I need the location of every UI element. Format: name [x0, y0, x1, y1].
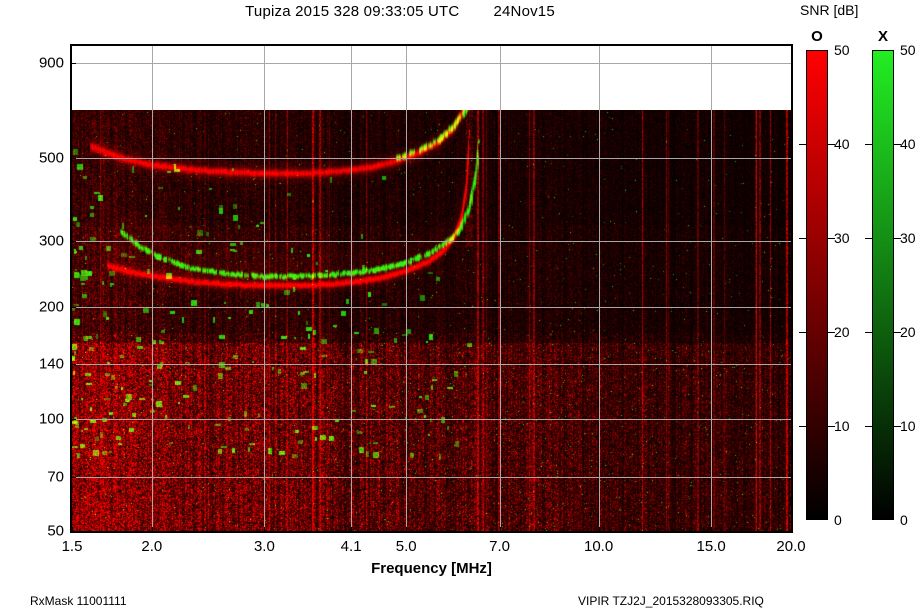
colorbar-x-tickmark-r-30: [894, 238, 901, 239]
x-tick-label-3: 3.0: [253, 538, 275, 555]
rxmask-label: RxMask 11001111: [30, 594, 127, 608]
x-tick-label-20: 20.0: [776, 538, 806, 555]
tick-freq-1.5: [72, 527, 73, 531]
x-tick-label-1.5: 1.5: [61, 538, 83, 555]
colorbar-o-tick-label-10: 10: [834, 418, 850, 434]
colorbar-x-tickmark-r-40: [894, 144, 901, 145]
tick-range-70: [72, 477, 76, 478]
title-date: 24Nov15: [493, 2, 555, 20]
tick-freq-2: [152, 527, 153, 531]
colorbar-x-tickmark-r-20: [894, 332, 901, 333]
colorbar-x-tick-label-30: 30: [900, 230, 916, 246]
tick-range-300: [72, 241, 76, 242]
y-tick-label-70: 70: [47, 468, 64, 486]
colorbar-o-tick-label-30: 30: [834, 230, 850, 246]
tick-freq-10: [599, 527, 600, 531]
colorbar-x-head: X: [877, 28, 888, 45]
colorbar-o-gradient: [806, 50, 828, 520]
plot-title: Tupiza 2015 328 09:33:05 UTC 24Nov15: [0, 0, 800, 22]
y-tick-label-900: 900: [38, 54, 64, 72]
colorbar-o-head: O: [811, 28, 823, 45]
colorbar-x-tickmark-10: [865, 426, 872, 427]
x-tick-label-7: 7.0: [489, 538, 511, 555]
title-text: Tupiza 2015 328 09:33:05 UTC: [245, 2, 460, 20]
colorbar-o-tickmark-r-40: [828, 144, 835, 145]
colorbar-o-tick-label-40: 40: [834, 136, 850, 152]
tick-range-200: [72, 307, 76, 308]
x-tick-label-5: 5.0: [395, 538, 417, 555]
tick-freq-15: [711, 527, 712, 531]
x-tick-label-10: 10.0: [583, 538, 614, 555]
x-tick-label-2: 2.0: [141, 538, 163, 555]
colorbar-x-tickmark-r-10: [894, 426, 901, 427]
source-file-label: VIPIR TZJ2J_2015328093305.RIQ: [578, 594, 764, 608]
y-tick-label-300: 300: [38, 232, 64, 250]
colorbar-x-tickmark-30: [865, 238, 872, 239]
colorbar-o-tick-label-20: 20: [834, 324, 850, 340]
tick-range-500: [72, 158, 76, 159]
y-tick-label-200: 200: [38, 298, 64, 316]
y-tick-label-500: 500: [38, 149, 64, 167]
colorbar-o-tickmark-r-30: [828, 238, 835, 239]
tick-range-140: [72, 364, 76, 365]
colorbar-o-tick-label-50: 50: [834, 42, 850, 58]
tick-freq-4.1: [351, 527, 352, 531]
colorbar-x-tick-label-0: 0: [900, 512, 908, 528]
colorbar-o-tick-label-0: 0: [834, 512, 842, 528]
y-axis-ticks: 50 70 100 140 200 300 500 900: [0, 0, 64, 614]
colorbar-x-tick-label-20: 20: [900, 324, 916, 340]
colorbar-x-gradient: [872, 50, 894, 520]
colorbar-o-tickmark-20: [799, 332, 806, 333]
colorbar-o-tickmark-10: [799, 426, 806, 427]
x-tick-label-15: 15.0: [696, 538, 726, 555]
colorbar-o-tickmark-40: [799, 144, 806, 145]
x-axis-label: Frequency [MHz]: [371, 560, 492, 577]
tick-freq-7: [500, 527, 501, 531]
gridline-range-900: [72, 63, 791, 64]
colorbar-x-tick-label-40: 40: [900, 136, 916, 152]
x-tick-label-4.1: 4.1: [340, 538, 362, 555]
ionogram-canvas: [72, 110, 791, 531]
y-tick-label-140: 140: [38, 355, 64, 373]
plot-inner: [72, 46, 791, 531]
colorbar-o-tickmark-r-10: [828, 426, 835, 427]
y-tick-label-100: 100: [38, 410, 64, 428]
colorbar-x-tick-label-50: 50: [900, 42, 916, 58]
colorbar-title: SNR [dB]: [800, 2, 859, 18]
colorbar-x-tickmark-20: [865, 332, 872, 333]
ionogram-plot-area[interactable]: [70, 44, 793, 533]
tick-range-100: [72, 419, 76, 420]
tick-freq-5: [406, 527, 407, 531]
colorbar-o-tickmark-r-20: [828, 332, 835, 333]
tick-range-900: [72, 63, 76, 64]
colorbar-x-tickmark-40: [865, 144, 872, 145]
tick-freq-3: [264, 527, 265, 531]
y-tick-label-50: 50: [47, 522, 64, 540]
colorbar-o-tickmark-30: [799, 238, 806, 239]
colorbar-x-tick-label-10: 10: [900, 418, 916, 434]
